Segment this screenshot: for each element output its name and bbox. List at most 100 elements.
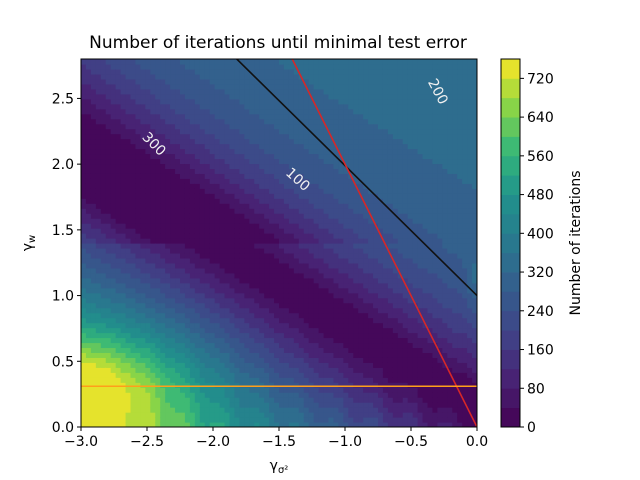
heatmap-cell bbox=[412, 332, 419, 339]
heatmap-cell bbox=[85, 59, 92, 65]
heatmap-cell bbox=[318, 407, 325, 413]
heatmap-cell bbox=[249, 223, 255, 229]
heatmap-cell bbox=[100, 88, 107, 95]
heatmap-cell bbox=[378, 208, 384, 214]
heatmap-cell bbox=[135, 78, 141, 85]
heatmap-cell bbox=[204, 168, 211, 174]
heatmap-cell bbox=[180, 352, 186, 358]
heatmap-cell bbox=[274, 198, 280, 204]
heatmap-cell bbox=[95, 307, 102, 314]
heatmap-cell bbox=[308, 317, 315, 324]
heatmap-cell bbox=[378, 73, 384, 80]
heatmap-cell bbox=[382, 118, 389, 125]
heatmap-cell bbox=[313, 163, 320, 169]
heatmap-cell bbox=[259, 153, 265, 160]
heatmap-cell bbox=[199, 387, 206, 393]
heatmap-cell bbox=[239, 302, 245, 309]
heatmap-cell bbox=[175, 123, 181, 130]
heatmap-cell bbox=[378, 98, 384, 105]
heatmap-cell bbox=[363, 68, 369, 75]
heatmap-cell bbox=[373, 198, 379, 204]
heatmap-cell bbox=[288, 183, 295, 189]
heatmap-cell bbox=[283, 372, 290, 378]
heatmap-cell bbox=[303, 218, 310, 224]
heatmap-cell bbox=[105, 238, 112, 244]
heatmap-cell bbox=[333, 178, 339, 184]
heatmap-cell bbox=[407, 327, 414, 334]
heatmap-cell bbox=[303, 327, 310, 334]
heatmap-cell bbox=[199, 322, 206, 329]
heatmap-cell bbox=[160, 193, 166, 199]
heatmap-cell bbox=[264, 327, 270, 334]
heatmap-cell bbox=[194, 262, 201, 269]
heatmap-cell bbox=[378, 257, 384, 264]
heatmap-cell bbox=[407, 262, 414, 269]
heatmap-cell bbox=[105, 118, 112, 125]
heatmap-cell bbox=[397, 337, 404, 344]
heatmap-cell bbox=[279, 257, 285, 264]
heatmap-cell bbox=[150, 282, 156, 289]
heatmap-cell bbox=[397, 252, 404, 259]
heatmap-cell bbox=[407, 118, 414, 125]
heatmap-cell bbox=[81, 218, 87, 224]
heatmap-cell bbox=[363, 417, 369, 423]
heatmap-cell bbox=[189, 83, 196, 90]
heatmap-cell bbox=[175, 103, 181, 110]
heatmap-cell bbox=[358, 247, 364, 254]
heatmap-cell bbox=[234, 317, 240, 324]
heatmap-cell bbox=[125, 277, 132, 284]
heatmap-cell bbox=[249, 188, 255, 194]
heatmap-cell bbox=[288, 188, 295, 194]
heatmap-cell bbox=[175, 183, 181, 189]
heatmap-cell bbox=[373, 282, 379, 289]
heatmap-cell bbox=[120, 138, 127, 145]
heatmap-cell bbox=[298, 63, 305, 70]
heatmap-cell bbox=[378, 307, 384, 314]
heatmap-cell bbox=[219, 63, 226, 70]
heatmap-cell bbox=[368, 322, 374, 329]
heatmap-cell bbox=[343, 357, 349, 363]
heatmap-cell bbox=[180, 168, 186, 174]
heatmap-cell bbox=[155, 277, 161, 284]
heatmap-cell bbox=[353, 123, 359, 130]
heatmap-cell bbox=[333, 272, 339, 279]
heatmap-cell bbox=[283, 362, 290, 368]
heatmap-cell bbox=[392, 327, 399, 334]
heatmap-cell bbox=[184, 287, 191, 294]
heatmap-cell bbox=[279, 407, 285, 413]
heatmap-cell bbox=[328, 163, 335, 169]
heatmap-cell bbox=[269, 247, 275, 254]
heatmap-cell bbox=[382, 257, 389, 264]
heatmap-cell bbox=[333, 317, 339, 324]
heatmap-cell bbox=[264, 257, 270, 264]
heatmap-cell bbox=[219, 188, 226, 194]
heatmap-cell bbox=[387, 262, 394, 269]
heatmap-cell bbox=[130, 158, 137, 165]
heatmap-cell bbox=[175, 357, 181, 363]
heatmap-cell bbox=[160, 228, 166, 234]
heatmap-cell bbox=[293, 352, 300, 358]
heatmap-cell bbox=[279, 392, 285, 398]
heatmap-cell bbox=[363, 252, 369, 259]
heatmap-cell bbox=[145, 337, 151, 344]
heatmap-cell bbox=[279, 312, 285, 319]
heatmap-cell bbox=[368, 342, 374, 349]
heatmap-cell bbox=[125, 133, 132, 140]
heatmap-cell bbox=[303, 228, 310, 234]
heatmap-cell bbox=[90, 73, 97, 80]
heatmap-cell bbox=[120, 98, 127, 105]
heatmap-cell bbox=[368, 203, 374, 209]
heatmap-cell bbox=[358, 412, 364, 418]
heatmap-cell bbox=[313, 98, 320, 105]
heatmap-cell bbox=[378, 322, 384, 329]
heatmap-cell bbox=[229, 247, 236, 254]
heatmap-cell bbox=[293, 133, 300, 140]
heatmap-cell bbox=[140, 163, 146, 169]
heatmap-cell bbox=[328, 208, 335, 214]
heatmap-cell bbox=[135, 133, 141, 140]
heatmap-cell bbox=[338, 188, 344, 194]
heatmap-cell bbox=[338, 322, 344, 329]
heatmap-cell bbox=[338, 113, 344, 120]
heatmap-cell bbox=[160, 317, 166, 324]
heatmap-cell bbox=[199, 108, 206, 115]
